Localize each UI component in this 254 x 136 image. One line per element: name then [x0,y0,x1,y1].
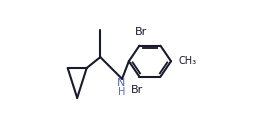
Text: N: N [117,78,125,88]
Text: H: H [117,87,124,97]
Text: CH₃: CH₃ [178,56,196,66]
Text: Br: Br [130,85,142,95]
Text: Br: Br [134,27,146,37]
